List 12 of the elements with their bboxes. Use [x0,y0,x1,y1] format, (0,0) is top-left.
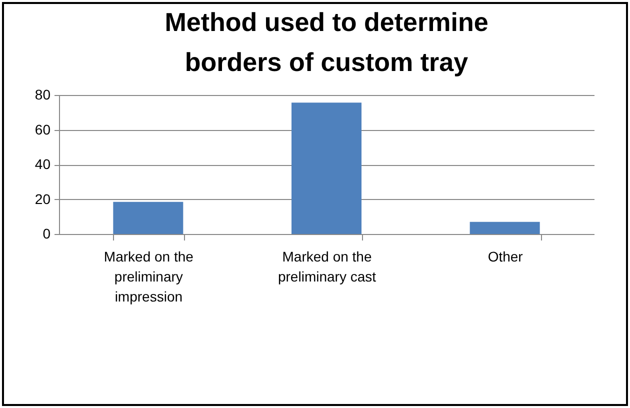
x-tick-label: Other [488,248,524,264]
x-tick-label: Marked on the preliminary impression [104,248,194,304]
y-tick-label: 40 [34,156,51,172]
y-tick-label: 20 [34,190,51,207]
bar [113,202,184,234]
chart-title: Method used to determine borders of custom tray [164,7,488,77]
y-tick-label: 0 [42,226,51,242]
y-tick-label: 60 [34,121,51,138]
x-tick-label: Marked on the preliminary cast [278,248,376,284]
y-tick-label: 80 [34,86,51,102]
bar [470,222,540,234]
bar [292,102,362,234]
